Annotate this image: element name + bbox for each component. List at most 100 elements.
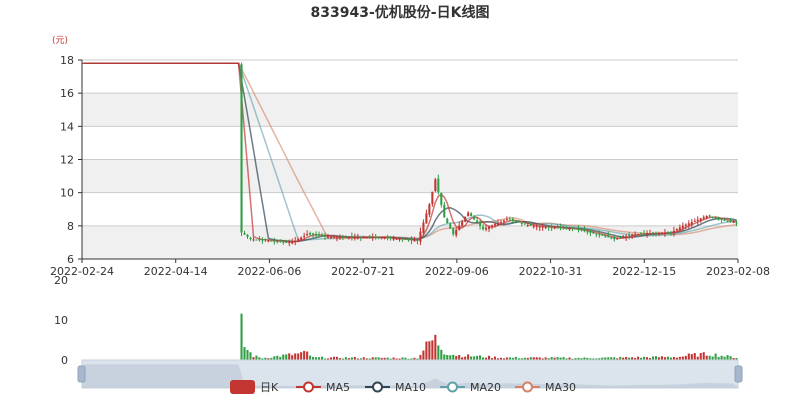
volume-bar — [675, 357, 678, 360]
plot-band — [82, 159, 738, 193]
candle — [479, 222, 482, 226]
datazoom-right-handle[interactable] — [734, 365, 743, 383]
candle — [94, 62, 97, 64]
volume-bar — [261, 358, 264, 360]
volume-bar — [398, 358, 401, 360]
volume-bar — [285, 354, 288, 360]
volume-bar — [723, 356, 726, 360]
candle — [291, 242, 294, 244]
candle — [631, 234, 634, 236]
volume-bar — [243, 347, 246, 360]
candle — [702, 217, 705, 219]
candle — [684, 224, 687, 226]
candle — [723, 219, 726, 221]
candle — [613, 237, 616, 240]
candle — [306, 234, 309, 236]
volume-bar — [702, 352, 705, 360]
volume-bar — [267, 358, 270, 360]
candle — [410, 239, 413, 241]
candle — [216, 62, 219, 64]
volume-bar — [735, 357, 738, 360]
candle — [604, 235, 607, 237]
candle — [240, 64, 243, 233]
candle — [532, 226, 535, 228]
volume-bar — [654, 356, 658, 360]
volume-bar — [392, 357, 395, 360]
volume-bar — [601, 357, 604, 360]
candle — [425, 213, 428, 224]
volume-bar — [595, 358, 598, 360]
candle — [580, 228, 583, 231]
volume-bar — [464, 356, 467, 360]
volume-bar — [249, 352, 252, 360]
volume-bar — [425, 341, 428, 360]
candle — [326, 236, 330, 238]
volume-bar — [613, 357, 616, 360]
candle — [437, 178, 440, 193]
candle — [100, 62, 103, 64]
volume-bar — [377, 357, 380, 360]
candle — [82, 62, 85, 64]
candle — [514, 220, 517, 222]
candle — [401, 238, 404, 240]
candle — [681, 225, 684, 229]
candle — [288, 242, 291, 244]
candle — [261, 239, 264, 241]
candle — [699, 218, 702, 221]
volume-bar — [687, 353, 690, 360]
candle — [124, 62, 127, 64]
candle — [476, 220, 479, 223]
volume-bar — [559, 357, 562, 360]
candle — [607, 235, 610, 238]
volume-bar — [288, 353, 291, 360]
volume-bar — [693, 353, 696, 360]
candle — [392, 238, 395, 240]
ma5-line — [83, 62, 737, 243]
candle — [195, 62, 198, 64]
volume-bar — [672, 357, 675, 360]
volume-bar — [389, 358, 392, 360]
legend-label: MA30 — [545, 381, 576, 394]
candle — [371, 237, 374, 239]
candle — [228, 62, 231, 64]
candle — [294, 240, 297, 242]
candle — [601, 234, 604, 236]
candle — [335, 237, 338, 239]
candle — [461, 221, 464, 227]
volume-bar — [589, 358, 592, 360]
candle — [276, 241, 279, 243]
candle — [389, 237, 392, 239]
candle — [443, 204, 446, 218]
x-tick-label: 2022-10-31 — [519, 265, 583, 278]
datazoom-left-handle[interactable] — [77, 365, 86, 383]
candle — [162, 62, 166, 64]
candle — [574, 228, 577, 230]
candle — [258, 239, 261, 241]
candle — [231, 62, 234, 64]
y-axis-unit: (元) — [52, 36, 68, 46]
candle — [654, 232, 658, 234]
volume-bar — [604, 357, 607, 360]
volume-bar — [350, 357, 353, 360]
volume-bar — [338, 358, 341, 360]
legend: 日K MA5 MA10 MA20 MA30 — [230, 380, 576, 394]
volume-bar — [341, 358, 344, 360]
candle — [252, 239, 255, 241]
volume-bar — [359, 358, 362, 360]
legend-label: MA10 — [395, 381, 426, 394]
candle — [553, 227, 556, 229]
candle — [386, 236, 389, 238]
volume-bar — [631, 357, 634, 360]
candle — [148, 62, 151, 64]
volume-bar — [315, 357, 318, 360]
candle — [97, 62, 100, 64]
volume-bar — [544, 357, 547, 360]
candle — [201, 62, 204, 64]
candle — [103, 62, 106, 64]
datazoom-slider[interactable] — [77, 359, 743, 389]
legend-icon-candle — [230, 380, 255, 394]
candle — [562, 227, 565, 229]
volume-tick-label: 20 — [54, 274, 68, 287]
candle — [177, 62, 180, 64]
candle — [332, 237, 336, 239]
